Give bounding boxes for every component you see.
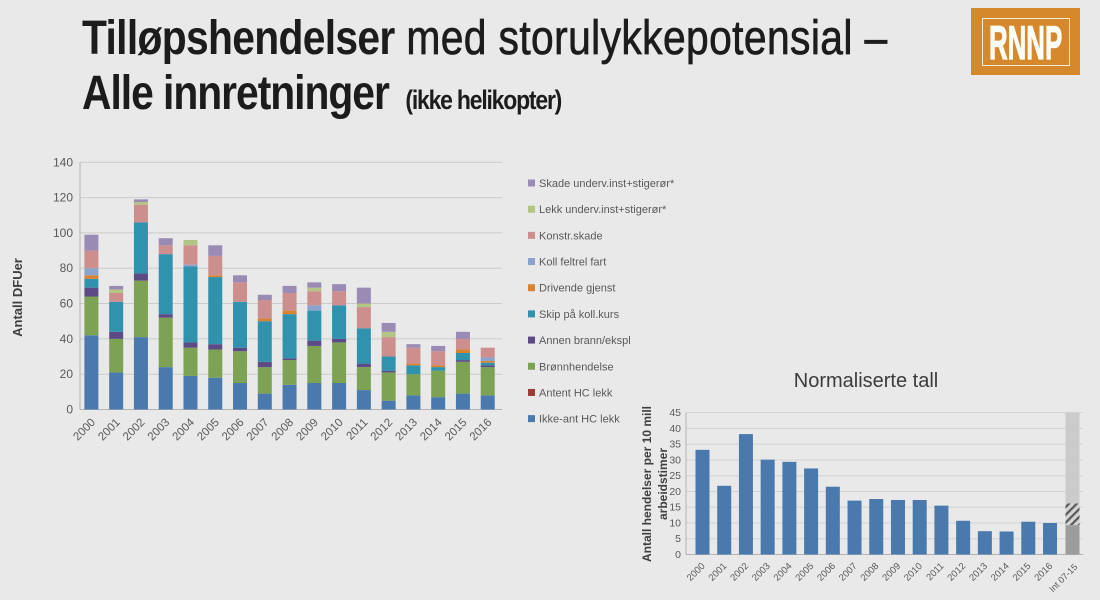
svg-text:2006: 2006 — [815, 561, 838, 584]
svg-text:2011: 2011 — [345, 417, 371, 443]
svg-text:2001: 2001 — [96, 417, 123, 444]
svg-text:2007: 2007 — [837, 561, 860, 584]
svg-text:2011: 2011 — [924, 561, 946, 583]
svg-text:140: 140 — [53, 155, 73, 169]
svg-text:2008: 2008 — [270, 417, 297, 444]
svg-text:80: 80 — [60, 261, 74, 275]
svg-text:60: 60 — [60, 297, 74, 311]
svg-text:2000: 2000 — [71, 417, 98, 444]
svg-text:5: 5 — [675, 533, 681, 545]
svg-text:2000: 2000 — [685, 561, 708, 584]
svg-text:2003: 2003 — [750, 561, 773, 584]
svg-text:2012: 2012 — [946, 561, 969, 584]
svg-text:2009: 2009 — [294, 417, 321, 444]
svg-text:Normaliserte tall: Normaliserte tall — [794, 370, 938, 392]
svg-text:10: 10 — [669, 517, 681, 529]
svg-text:2006: 2006 — [220, 417, 247, 444]
svg-text:Drivende gjenst: Drivende gjenst — [539, 283, 615, 295]
svg-text:2001: 2001 — [707, 561, 730, 584]
svg-text:2005: 2005 — [793, 561, 816, 584]
svg-text:120: 120 — [53, 191, 73, 205]
svg-text:2013: 2013 — [967, 561, 990, 584]
svg-text:20: 20 — [60, 367, 74, 381]
svg-text:2002: 2002 — [728, 561, 751, 584]
svg-text:2010: 2010 — [902, 561, 925, 584]
svg-text:2002: 2002 — [121, 417, 148, 444]
svg-text:2015: 2015 — [443, 417, 470, 444]
svg-text:2010: 2010 — [319, 417, 346, 444]
svg-text:Brønnhendelse: Brønnhendelse — [539, 361, 614, 373]
svg-text:0: 0 — [66, 403, 73, 417]
svg-text:Antent HC lekk: Antent HC lekk — [539, 387, 613, 399]
svg-text:2016: 2016 — [468, 417, 495, 444]
svg-text:2005: 2005 — [195, 417, 222, 444]
svg-text:Skade underv.inst+stigerør*: Skade underv.inst+stigerør* — [539, 178, 675, 190]
svg-text:Skip på koll.kurs: Skip på koll.kurs — [539, 309, 620, 321]
svg-text:2013: 2013 — [393, 417, 420, 444]
svg-text:2015: 2015 — [1011, 561, 1034, 584]
svg-text:0: 0 — [675, 549, 681, 561]
svg-text:2014: 2014 — [418, 416, 445, 443]
svg-text:20: 20 — [669, 486, 681, 498]
svg-text:Ikke-ant HC lekk: Ikke-ant HC lekk — [539, 414, 620, 426]
svg-text:arbeidstimer: arbeidstimer — [656, 448, 670, 520]
svg-text:45: 45 — [669, 407, 681, 419]
svg-text:2004: 2004 — [171, 416, 198, 443]
svg-text:Antall hendelser per 10 mill: Antall hendelser per 10 mill — [640, 406, 654, 562]
svg-text:Annen brann/ekspl: Annen brann/ekspl — [539, 335, 631, 347]
svg-text:2016: 2016 — [1032, 561, 1055, 584]
svg-text:2004: 2004 — [772, 561, 795, 584]
svg-text:35: 35 — [669, 439, 681, 451]
svg-text:25: 25 — [669, 470, 681, 482]
svg-text:30: 30 — [669, 454, 681, 466]
svg-text:Koll feltrel fart: Koll feltrel fart — [539, 257, 606, 269]
svg-text:40: 40 — [60, 332, 74, 346]
svg-text:2007: 2007 — [245, 417, 272, 444]
svg-text:Antall DFUer: Antall DFUer — [10, 258, 25, 337]
svg-text:Konstr.skade: Konstr.skade — [539, 230, 603, 242]
svg-text:2003: 2003 — [146, 417, 173, 444]
svg-text:2012: 2012 — [369, 417, 396, 444]
svg-text:100: 100 — [53, 226, 73, 240]
svg-text:Lekk underv.inst+stigerør*: Lekk underv.inst+stigerør* — [539, 204, 667, 216]
svg-text:2008: 2008 — [859, 561, 882, 584]
svg-text:2009: 2009 — [880, 561, 903, 584]
svg-text:2014: 2014 — [989, 561, 1012, 584]
svg-text:40: 40 — [669, 423, 681, 435]
svg-text:15: 15 — [669, 502, 681, 514]
